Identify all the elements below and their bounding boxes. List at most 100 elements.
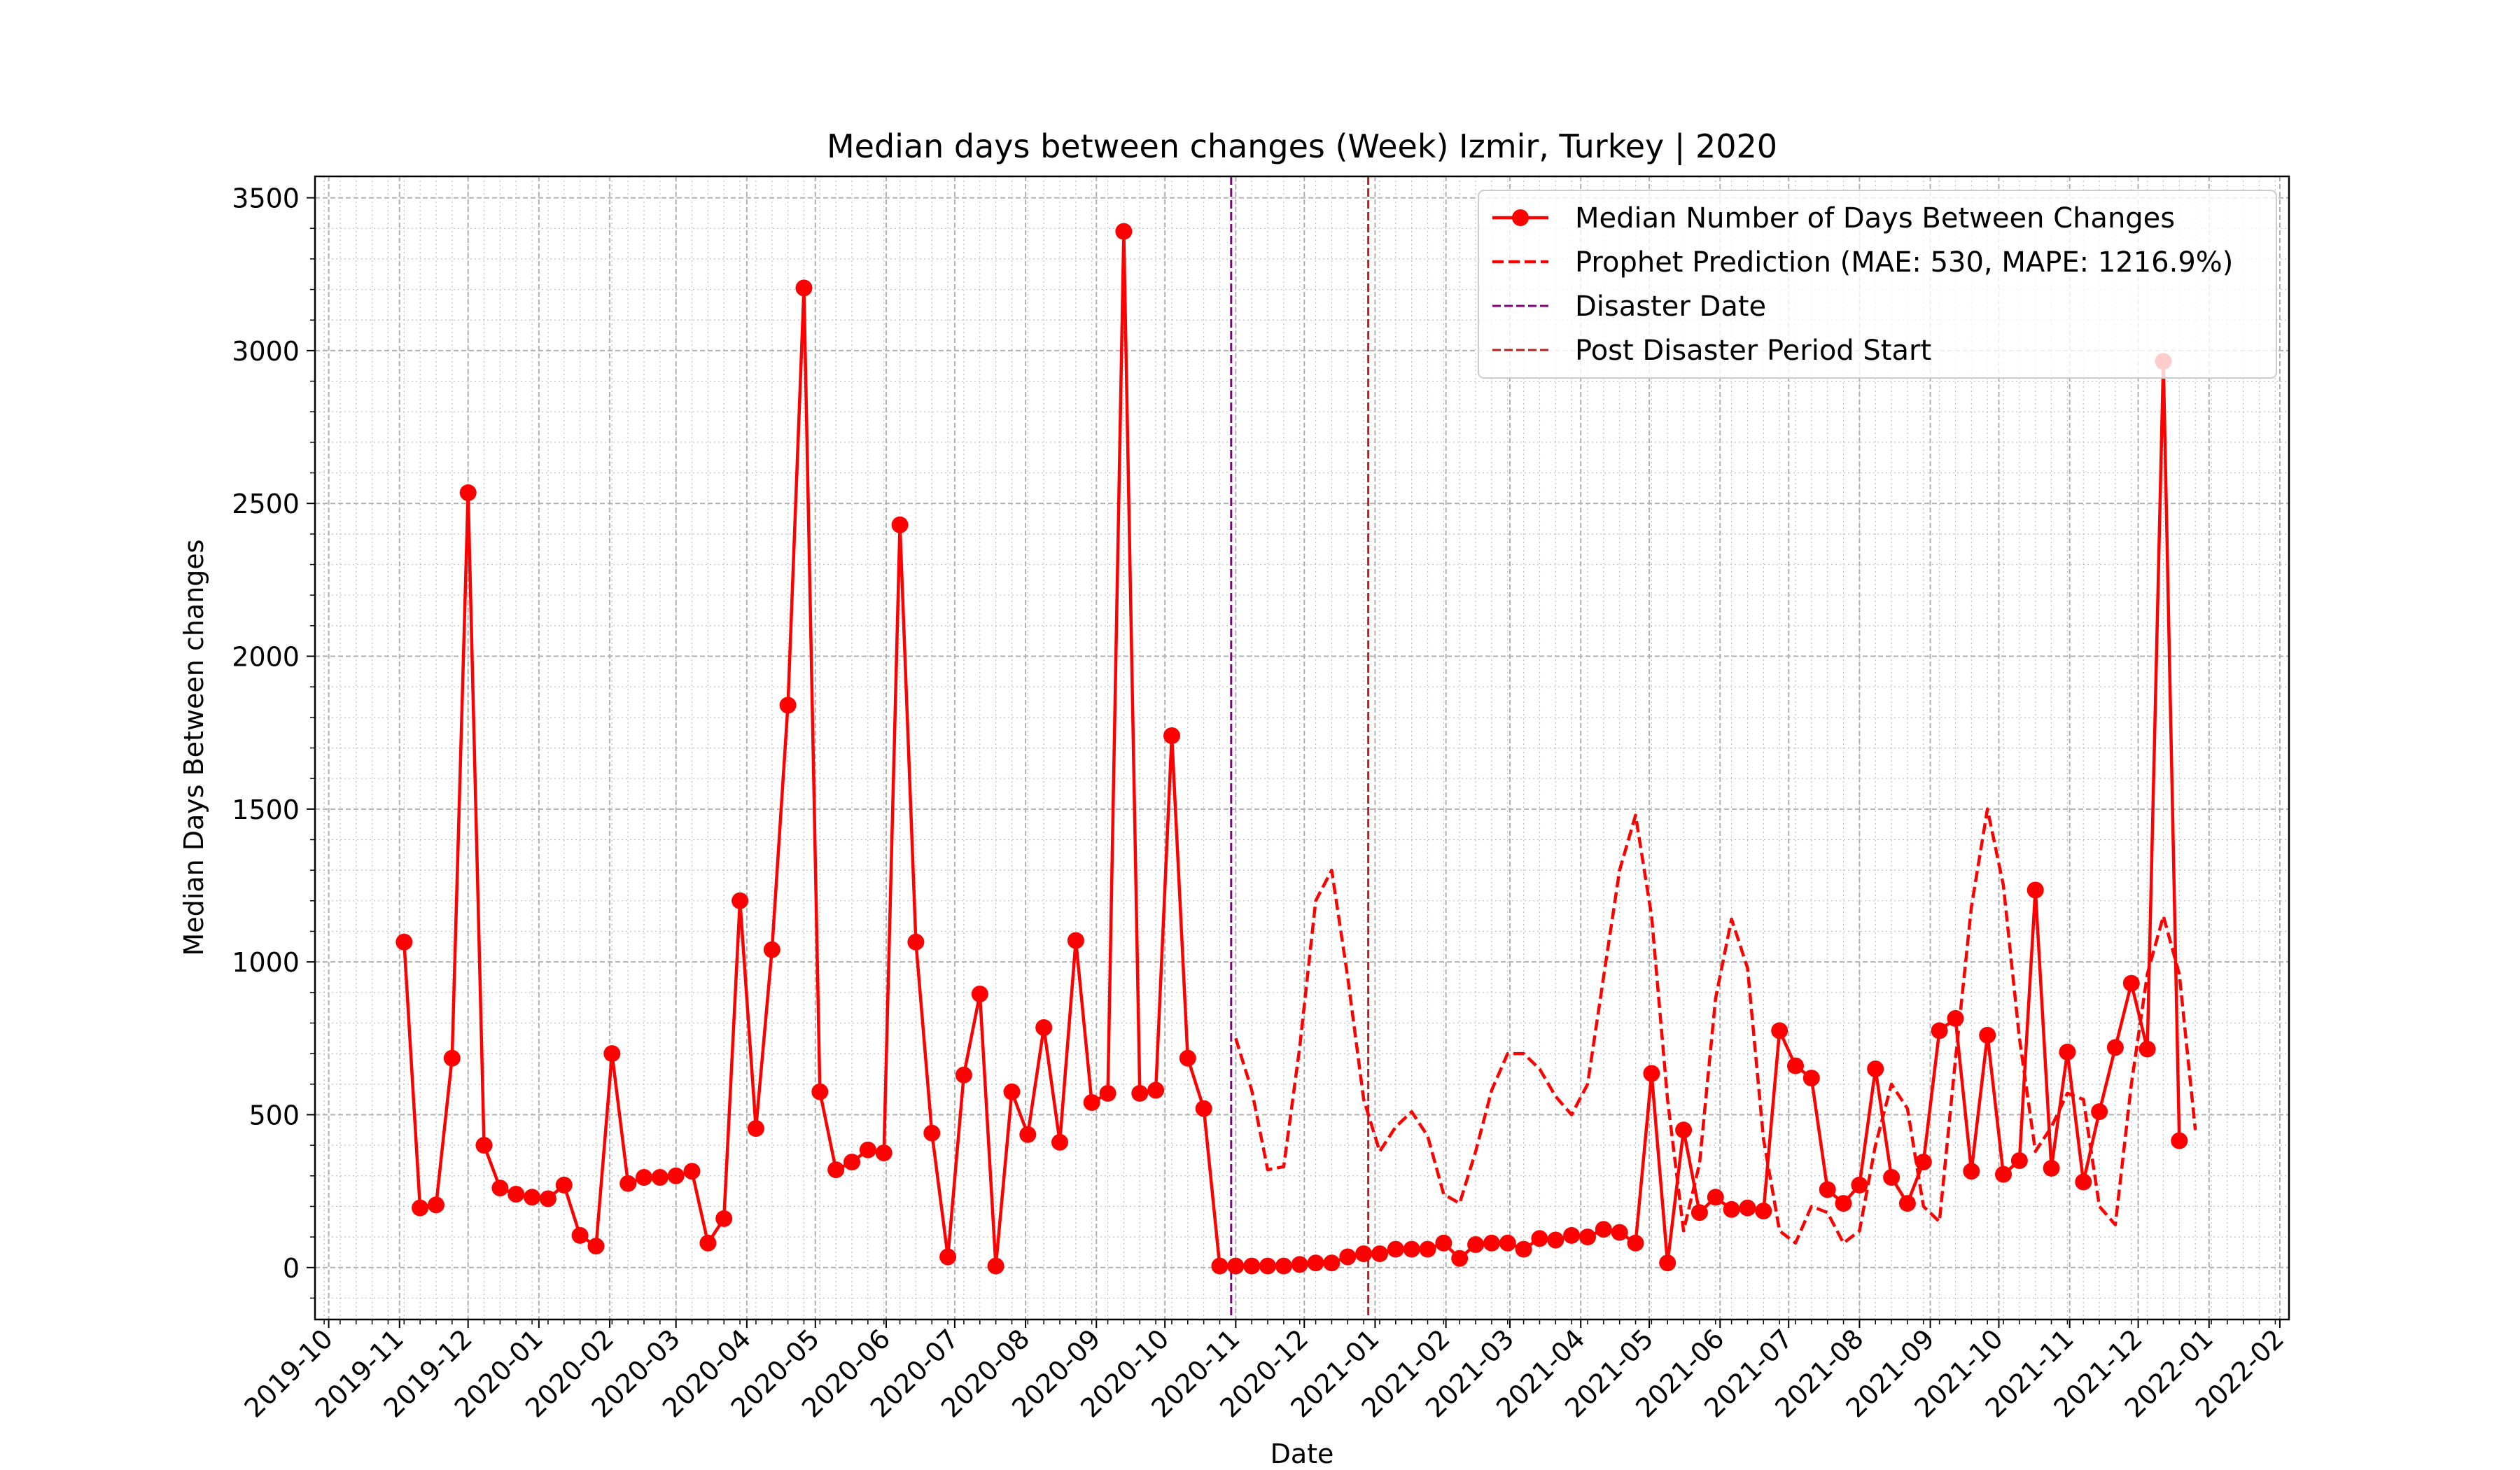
actual-data-point bbox=[1435, 1234, 1452, 1252]
actual-data-point bbox=[1515, 1240, 1532, 1258]
actual-data-point bbox=[1227, 1257, 1245, 1275]
actual-data-point bbox=[412, 1199, 429, 1217]
actual-data-point bbox=[1835, 1195, 1852, 1212]
actual-data-point bbox=[1995, 1166, 2012, 1183]
actual-data-point bbox=[2122, 974, 2140, 992]
actual-data-point bbox=[1851, 1176, 1868, 1194]
legend: Median Number of Days Between Changes Pr… bbox=[1478, 190, 2277, 379]
actual-data-point bbox=[1979, 1026, 1996, 1044]
series bbox=[396, 223, 2197, 1275]
y-tick-label: 1000 bbox=[232, 947, 300, 978]
x-axis-label: Date bbox=[1270, 1438, 1334, 1469]
actual-data-point bbox=[715, 1210, 733, 1227]
actual-data-point bbox=[1195, 1100, 1212, 1117]
actual-data-point bbox=[1883, 1169, 1900, 1186]
actual-data-point bbox=[620, 1175, 637, 1192]
actual-data-point bbox=[1339, 1248, 1357, 1266]
actual-data-point bbox=[539, 1190, 556, 1208]
y-tick-label: 2000 bbox=[232, 642, 300, 673]
actual-data-point bbox=[1211, 1257, 1228, 1275]
actual-data-point bbox=[396, 933, 413, 951]
actual-data-point bbox=[1707, 1189, 1724, 1206]
actual-data-point bbox=[1867, 1060, 1884, 1077]
actual-data-point bbox=[1019, 1126, 1037, 1143]
actual-data-point bbox=[1531, 1230, 1548, 1247]
actual-data-point bbox=[971, 986, 988, 1002]
actual-data-point bbox=[1403, 1240, 1420, 1258]
legend-marker-actual bbox=[1512, 209, 1529, 226]
actual-data-point bbox=[1483, 1234, 1500, 1252]
actual-data-point bbox=[2043, 1159, 2060, 1177]
actual-data-point bbox=[1067, 932, 1084, 949]
actual-data-point bbox=[475, 1137, 493, 1154]
actual-data-point bbox=[1627, 1234, 1644, 1252]
actual-data-point bbox=[987, 1257, 1004, 1275]
y-tick-label: 500 bbox=[248, 1100, 300, 1130]
actual-data-point bbox=[1115, 223, 1133, 240]
event-lines bbox=[1230, 176, 1370, 1320]
actual-data-point bbox=[2171, 1132, 2188, 1149]
actual-data-point bbox=[1947, 1009, 1964, 1027]
actual-data-point bbox=[1579, 1228, 1596, 1246]
actual-data-point bbox=[2075, 1173, 2092, 1191]
actual-data-point bbox=[603, 1045, 621, 1063]
actual-data-point bbox=[1771, 1022, 1788, 1040]
actual-data-point bbox=[1323, 1254, 1340, 1272]
actual-data-point bbox=[1371, 1245, 1388, 1263]
actual-data-point bbox=[1131, 1084, 1149, 1102]
actual-data-point bbox=[763, 941, 780, 958]
actual-data-point bbox=[571, 1226, 589, 1244]
actual-data-point bbox=[1675, 1121, 1693, 1139]
actual-data-point bbox=[1499, 1234, 1516, 1252]
actual-data-point bbox=[955, 1066, 972, 1084]
actual-data-point bbox=[1595, 1221, 1612, 1238]
actual-data-point bbox=[779, 696, 797, 714]
actual-data-point bbox=[587, 1238, 605, 1255]
y-tick-label: 1500 bbox=[232, 794, 300, 825]
actual-data-point bbox=[844, 1154, 860, 1171]
actual-data-point bbox=[732, 892, 749, 909]
actual-data-point bbox=[1563, 1226, 1581, 1244]
chart-title: Median days between changes (Week) Izmir… bbox=[827, 127, 1777, 166]
y-tick-label: 2500 bbox=[232, 489, 300, 519]
actual-data-point bbox=[651, 1169, 668, 1186]
actual-data-point bbox=[1819, 1181, 1836, 1198]
actual-data-point bbox=[491, 1180, 509, 1197]
actual-data-point bbox=[1035, 1019, 1053, 1036]
actual-data-point bbox=[507, 1186, 525, 1203]
actual-data-point bbox=[1099, 1084, 1116, 1102]
actual-data-point bbox=[1275, 1257, 1292, 1275]
actual-data-point bbox=[827, 1161, 845, 1179]
actual-data-point bbox=[1898, 1195, 1916, 1212]
actual-data-point bbox=[1690, 1204, 1708, 1222]
actual-data-point bbox=[2106, 1039, 2124, 1056]
actual-data-point bbox=[2091, 1103, 2108, 1121]
actual-data-point bbox=[875, 1144, 892, 1161]
actual-data-point bbox=[2138, 1040, 2156, 1058]
actual-data-point bbox=[1643, 1065, 1660, 1082]
actual-data-point bbox=[1659, 1254, 1676, 1272]
actual-data-point bbox=[1611, 1224, 1628, 1241]
actual-data-point bbox=[891, 516, 909, 533]
actual-data-point bbox=[2010, 1152, 2028, 1169]
actual-data-point bbox=[795, 279, 813, 297]
actual-data-point bbox=[1387, 1240, 1404, 1258]
actual-data-point bbox=[1355, 1245, 1373, 1263]
actual-data-point bbox=[1259, 1257, 1276, 1275]
actual-data-point bbox=[1163, 727, 1180, 744]
actual-data-point bbox=[811, 1083, 829, 1100]
actual-data-point bbox=[524, 1189, 541, 1206]
legend-label-disaster: Disaster Date bbox=[1575, 290, 1766, 323]
actual-data-point bbox=[1003, 1083, 1021, 1100]
actual-data-point bbox=[667, 1167, 685, 1184]
actual-data-point bbox=[1963, 1163, 1980, 1180]
actual-data-point bbox=[2026, 881, 2044, 899]
actual-data-point bbox=[459, 484, 477, 501]
actual-data-point bbox=[1307, 1254, 1324, 1272]
actual-data-point bbox=[636, 1169, 652, 1186]
actual-data-point bbox=[443, 1049, 461, 1067]
actual-data-point bbox=[923, 1124, 941, 1142]
actual-data-point bbox=[1467, 1236, 1485, 1253]
y-tick-label: 3000 bbox=[232, 336, 300, 367]
